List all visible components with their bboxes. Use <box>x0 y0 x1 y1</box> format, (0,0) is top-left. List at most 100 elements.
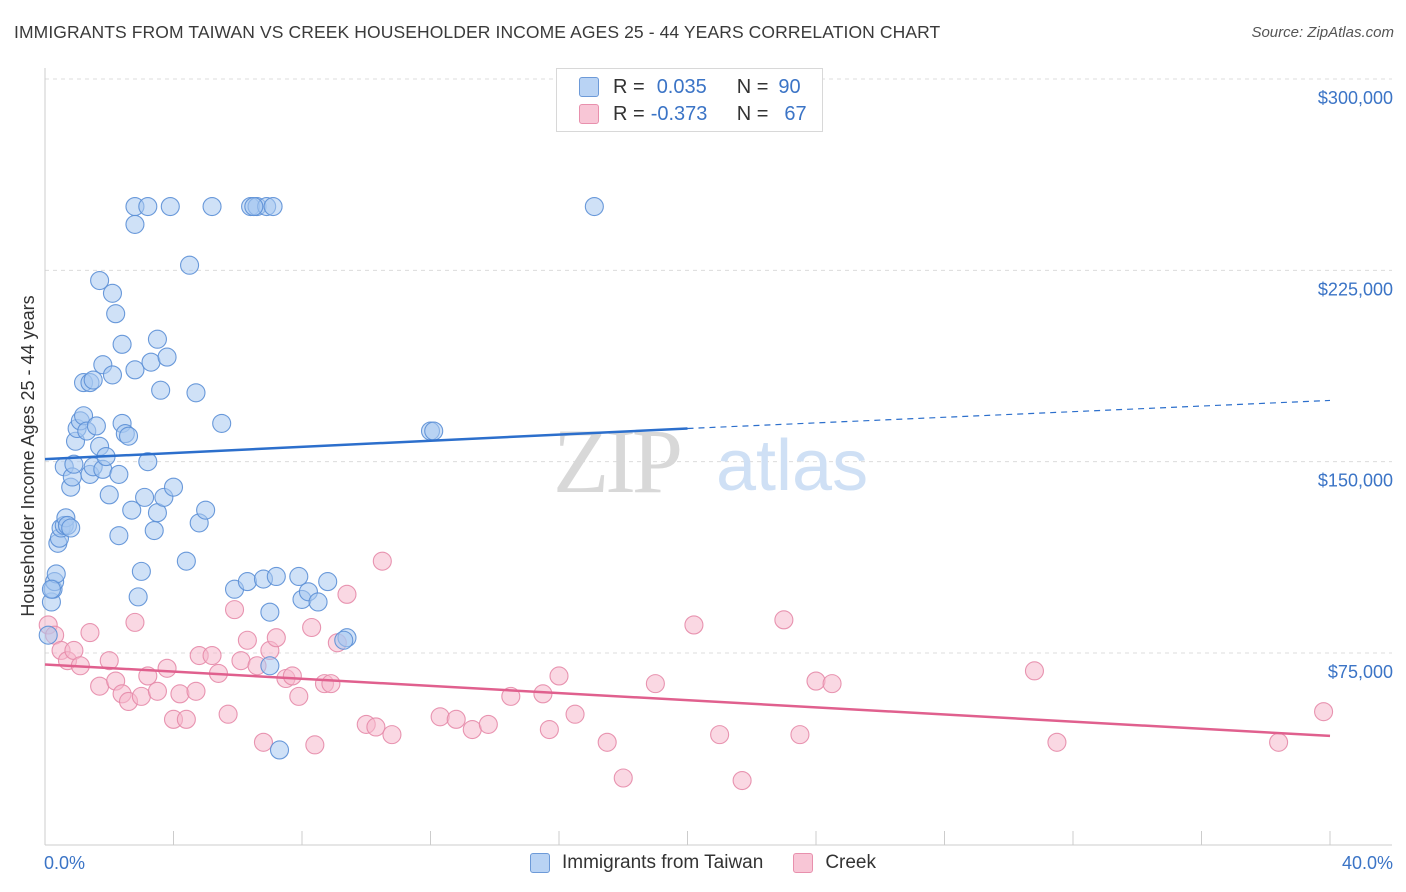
taiwan-point <box>147 329 167 349</box>
creek-point <box>253 732 274 752</box>
taiwan-point <box>289 566 309 587</box>
tick-labels: $75,000 $150,000 $225,000 $300,000 0.0% 40.0%… <box>18 88 1393 873</box>
taiwan-point <box>135 487 155 507</box>
creek-point <box>565 704 585 724</box>
taiwan-point <box>144 520 164 541</box>
taiwan-point <box>61 518 81 538</box>
taiwan-point <box>128 587 148 607</box>
creek-points <box>38 551 1334 791</box>
legend-r-label: R = <box>613 75 645 98</box>
creek-point <box>131 686 151 706</box>
creek-point <box>1024 661 1044 681</box>
taiwan-point <box>118 426 139 446</box>
legend-n-value: 90 <box>778 75 801 98</box>
taiwan-point <box>112 334 132 354</box>
gridlines <box>45 78 1392 654</box>
creek-point <box>170 684 190 704</box>
y-tick-label: $150,000 <box>1318 471 1393 491</box>
creek-point <box>202 646 222 666</box>
creek-point <box>462 719 482 740</box>
taiwan-point <box>41 579 61 599</box>
creek-point <box>302 617 322 638</box>
legend-r-label: R = <box>613 102 645 125</box>
creek-point <box>382 725 402 745</box>
series-legend-taiwan[interactable]: Immigrants from Taiwan <box>529 852 763 874</box>
creek-point <box>597 732 617 752</box>
y-tick-label: $225,000 <box>1318 279 1393 299</box>
x-tick-label-min: 0.0% <box>44 853 85 873</box>
taiwan-point <box>83 370 103 390</box>
taiwan-point <box>424 421 444 441</box>
creek-point <box>125 612 145 632</box>
creek-point <box>90 676 110 696</box>
creek-point <box>549 666 569 686</box>
taiwan-point <box>269 740 290 760</box>
source-label: Source: ZipAtlas.com <box>1251 24 1394 41</box>
creek-point <box>176 709 196 729</box>
series-label-creek: Creek <box>825 852 876 873</box>
taiwan-point <box>237 572 257 592</box>
series-swatch-taiwan <box>529 853 550 873</box>
creek-point <box>282 666 302 686</box>
y-tick-label: $300,000 <box>1318 88 1393 108</box>
creek-point <box>613 768 633 788</box>
creek-point <box>218 704 238 724</box>
taiwan-point <box>244 197 264 217</box>
taiwan-point <box>106 304 126 324</box>
taiwan-trend-extension <box>687 399 1331 430</box>
creek-point <box>806 671 826 691</box>
creek-point <box>533 684 553 704</box>
series-legend-creek[interactable]: Creek <box>793 852 876 874</box>
y-axis-label: Householder Income Ages 25 - 44 years <box>18 295 38 616</box>
creek-point <box>1269 732 1289 752</box>
creek-point <box>1047 732 1067 752</box>
taiwan-point <box>180 255 200 275</box>
taiwan-points <box>38 197 604 760</box>
trend-lines <box>44 399 1331 738</box>
taiwan-point <box>141 352 161 372</box>
taiwan-point <box>38 625 58 645</box>
legend-swatch-creek <box>579 104 599 124</box>
series-legend: Immigrants from Taiwan Creek <box>0 852 1406 874</box>
creek-point <box>710 725 730 745</box>
creek-point <box>372 551 392 571</box>
creek-point <box>446 709 466 729</box>
taiwan-point <box>109 526 129 546</box>
watermark-atlas: atlas <box>716 426 868 506</box>
taiwan-point <box>138 452 158 472</box>
creek-point <box>366 717 386 737</box>
taiwan-point <box>125 214 145 234</box>
creek-point <box>684 615 704 635</box>
axes <box>44 68 1392 846</box>
taiwan-point <box>176 551 196 571</box>
y-tick-label: $75,000 <box>1328 662 1393 682</box>
series-swatch-creek <box>793 853 814 873</box>
legend-row-creek: R = -0.373 N = 67 <box>579 101 807 127</box>
creek-point <box>266 628 286 648</box>
creek-point <box>1314 702 1334 722</box>
taiwan-point <box>109 464 129 484</box>
taiwan-point <box>86 416 106 436</box>
creek-point <box>237 630 257 650</box>
taiwan-point <box>157 347 177 367</box>
taiwan-point <box>102 283 123 303</box>
chart-title: IMMIGRANTS FROM TAIWAN VS CREEK HOUSEHOL… <box>14 22 941 42</box>
x-tick-label-max: 40.0% <box>1342 853 1393 873</box>
creek-point <box>539 719 559 740</box>
taiwan-point <box>163 477 184 497</box>
taiwan-point <box>308 592 328 612</box>
creek-point <box>732 771 752 791</box>
creek-point <box>305 735 325 755</box>
legend-n-label: N = <box>736 102 769 125</box>
creek-point <box>822 674 842 694</box>
creek-point <box>157 658 177 678</box>
taiwan-point <box>64 454 84 474</box>
legend-r-value: 0.035 <box>656 75 707 98</box>
taiwan-point <box>186 383 206 403</box>
creek-point <box>430 707 450 727</box>
creek-point <box>289 686 309 706</box>
creek-point <box>99 651 119 671</box>
taiwan-point <box>122 500 142 520</box>
taiwan-point <box>202 197 222 217</box>
